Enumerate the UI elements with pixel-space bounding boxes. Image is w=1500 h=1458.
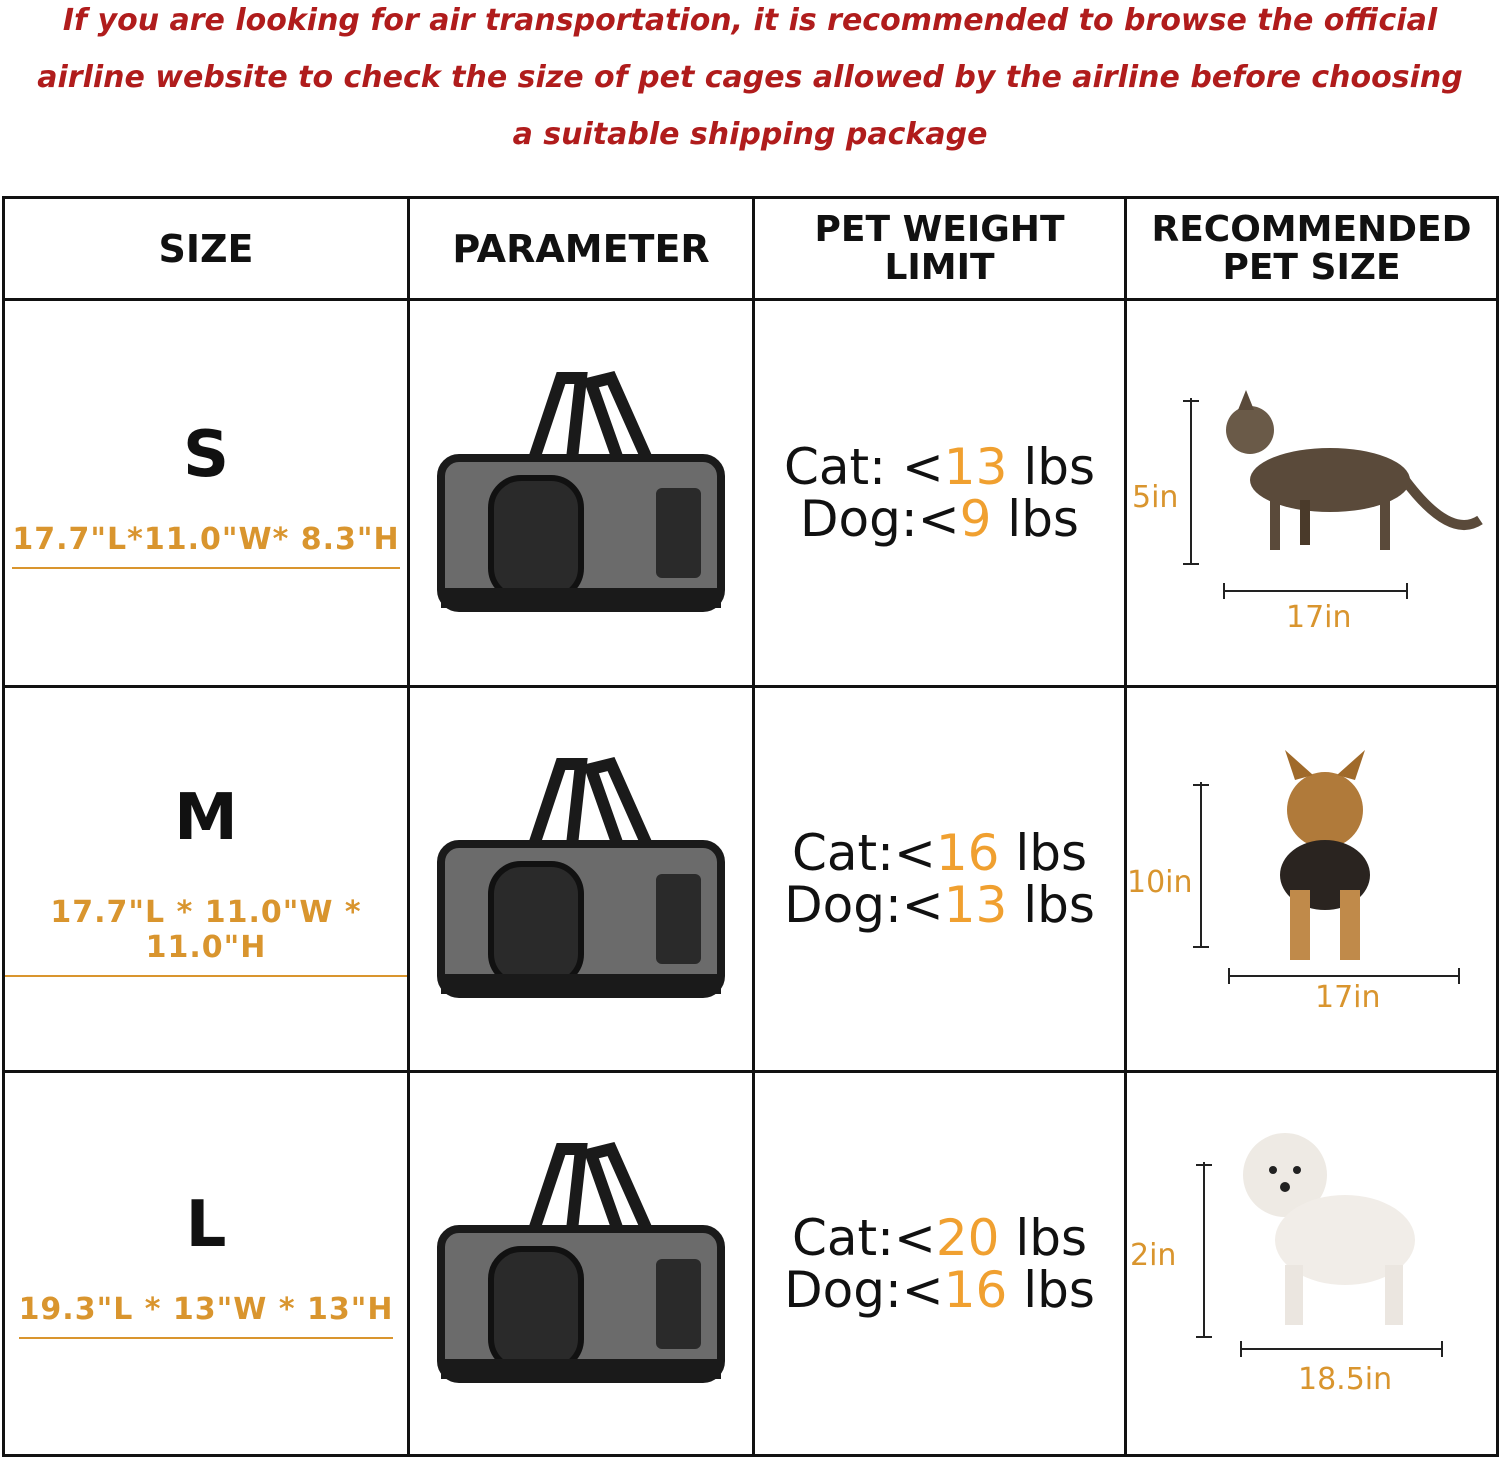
dimensions: 17.7"L*11.0"W* 8.3"H xyxy=(12,522,400,569)
yorkshire-terrier-image xyxy=(1280,750,1370,960)
pet-length: 17in xyxy=(1315,980,1381,1015)
height-dimension-line xyxy=(1183,398,1199,565)
dog-label: Dog:< xyxy=(784,876,944,934)
header-parameter: PARAMETER xyxy=(407,196,755,301)
size-row-M: M 17.7"L * 11.0"W * 11.0"H Cat:<16 lbs Dog… xyxy=(2,685,1499,1073)
dog-label: Dog:< xyxy=(800,490,960,548)
cat-weight: 16 xyxy=(935,824,1000,882)
length-dimension-line xyxy=(1240,1341,1443,1357)
weight-cell: Cat:<16 lbs Dog:<13 lbs xyxy=(752,685,1127,1073)
size-cell: S 17.7"L*11.0"W* 8.3"H xyxy=(2,298,410,688)
unit: lbs xyxy=(1007,876,1095,934)
unit: lbs xyxy=(1007,1260,1095,1319)
pet-length: 18.5in xyxy=(1298,1362,1393,1397)
size-label: L xyxy=(185,1188,227,1262)
dog-weight: 16 xyxy=(943,1260,1008,1319)
cat-label: Cat:< xyxy=(791,824,936,882)
carrier-image-cell xyxy=(407,1070,755,1457)
cat-image xyxy=(1226,390,1483,550)
size-label: S xyxy=(182,417,230,492)
pet-carrier-image xyxy=(437,1141,725,1383)
unit: lbs xyxy=(1007,438,1095,496)
length-dimension-line xyxy=(1228,968,1460,984)
dog-weight: 13 xyxy=(943,876,1008,934)
weight-cell: Cat:<20 lbs Dog:<16 lbs xyxy=(752,1070,1127,1457)
pet-height: 2in xyxy=(1130,1238,1177,1273)
pet-carrier-image xyxy=(437,756,725,998)
header-pet-size: RECOMMENDED PET SIZE xyxy=(1124,196,1499,301)
cat-weight: 13 xyxy=(943,438,1008,496)
size-chart-table: SIZE PARAMETER PET WEIGHT LIMIT RECOMMEN… xyxy=(2,196,1499,1457)
pet-height: 10in xyxy=(1127,865,1193,900)
pet-carrier-image xyxy=(437,370,725,612)
size-cell: L 19.3"L * 13"W * 13"H xyxy=(2,1070,410,1457)
size-label: M xyxy=(174,781,238,855)
pet-size-cell xyxy=(1124,685,1499,1073)
header-row: SIZE PARAMETER PET WEIGHT LIMIT RECOMMEN… xyxy=(2,196,1499,301)
size-cell: M 17.7"L * 11.0"W * 11.0"H xyxy=(2,685,410,1073)
dimensions: 19.3"L * 13"W * 13"H xyxy=(18,1292,394,1339)
size-row-S: S 17.7"L*11.0"W* 8.3"H Cat: <13 lbs Dog:<9… xyxy=(2,298,1499,688)
weight-cell: Cat: <13 lbs Dog:<9 lbs xyxy=(752,298,1127,688)
header-size: SIZE xyxy=(2,196,410,301)
airline-notice: If you are looking for air transportatio… xyxy=(37,3,1463,152)
cat-label: Cat:< xyxy=(791,1208,936,1267)
carrier-image-cell xyxy=(407,298,755,688)
cat-weight: 20 xyxy=(935,1208,1000,1267)
pet-length: 17in xyxy=(1286,600,1352,635)
header-weight: PET WEIGHT LIMIT xyxy=(752,196,1127,301)
dimensions: 17.7"L * 11.0"W * 11.0"H xyxy=(5,895,407,977)
height-dimension-line xyxy=(1196,1162,1212,1338)
pet-height: 5in xyxy=(1132,480,1179,515)
cat-label: Cat: < xyxy=(784,438,944,496)
maltese-image xyxy=(1243,1133,1415,1325)
unit: lbs xyxy=(991,490,1079,548)
unit: lbs xyxy=(999,1208,1088,1267)
dog-label: Dog:< xyxy=(784,1260,944,1319)
dog-weight: 9 xyxy=(959,490,992,548)
length-dimension-line xyxy=(1223,583,1408,599)
unit: lbs xyxy=(999,824,1088,882)
carrier-image-cell xyxy=(407,685,755,1073)
height-dimension-line xyxy=(1193,782,1209,948)
